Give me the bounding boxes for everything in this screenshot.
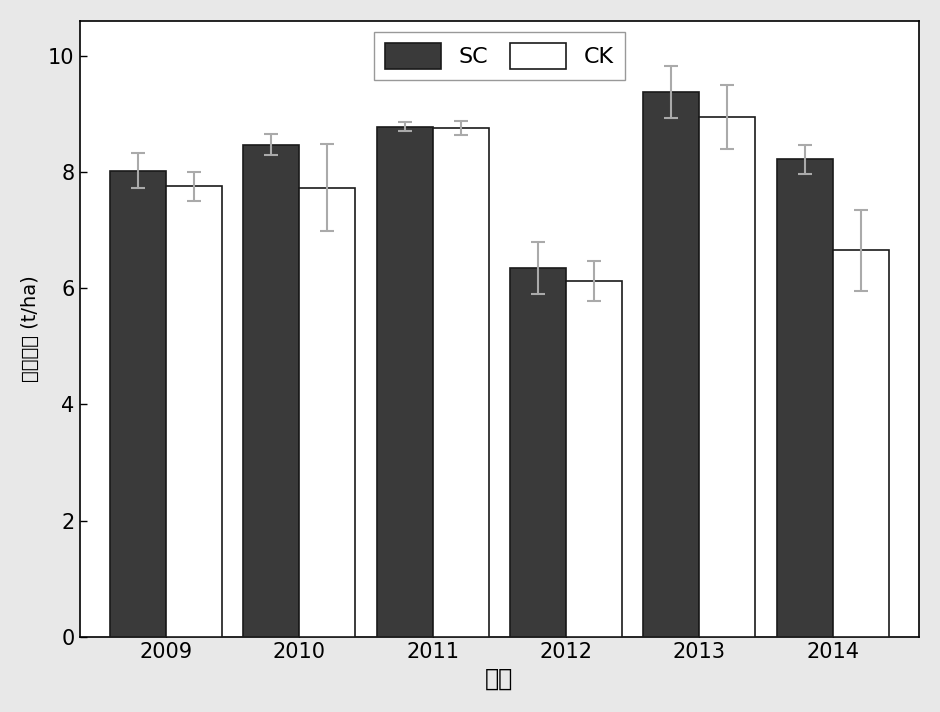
Bar bbox=[377, 127, 432, 637]
Bar bbox=[243, 145, 300, 637]
X-axis label: 年份: 年份 bbox=[485, 667, 513, 691]
Bar bbox=[300, 187, 355, 637]
Y-axis label: 水稺产量 (t/ha): 水稺产量 (t/ha) bbox=[21, 276, 39, 382]
Bar bbox=[699, 117, 755, 637]
Bar bbox=[510, 268, 566, 637]
Bar bbox=[643, 93, 699, 637]
Legend: SC, CK: SC, CK bbox=[374, 32, 625, 80]
Bar bbox=[166, 187, 222, 637]
Bar bbox=[833, 251, 888, 637]
Bar bbox=[110, 171, 166, 637]
Bar bbox=[432, 128, 489, 637]
Bar bbox=[566, 281, 622, 637]
Bar bbox=[776, 159, 833, 637]
